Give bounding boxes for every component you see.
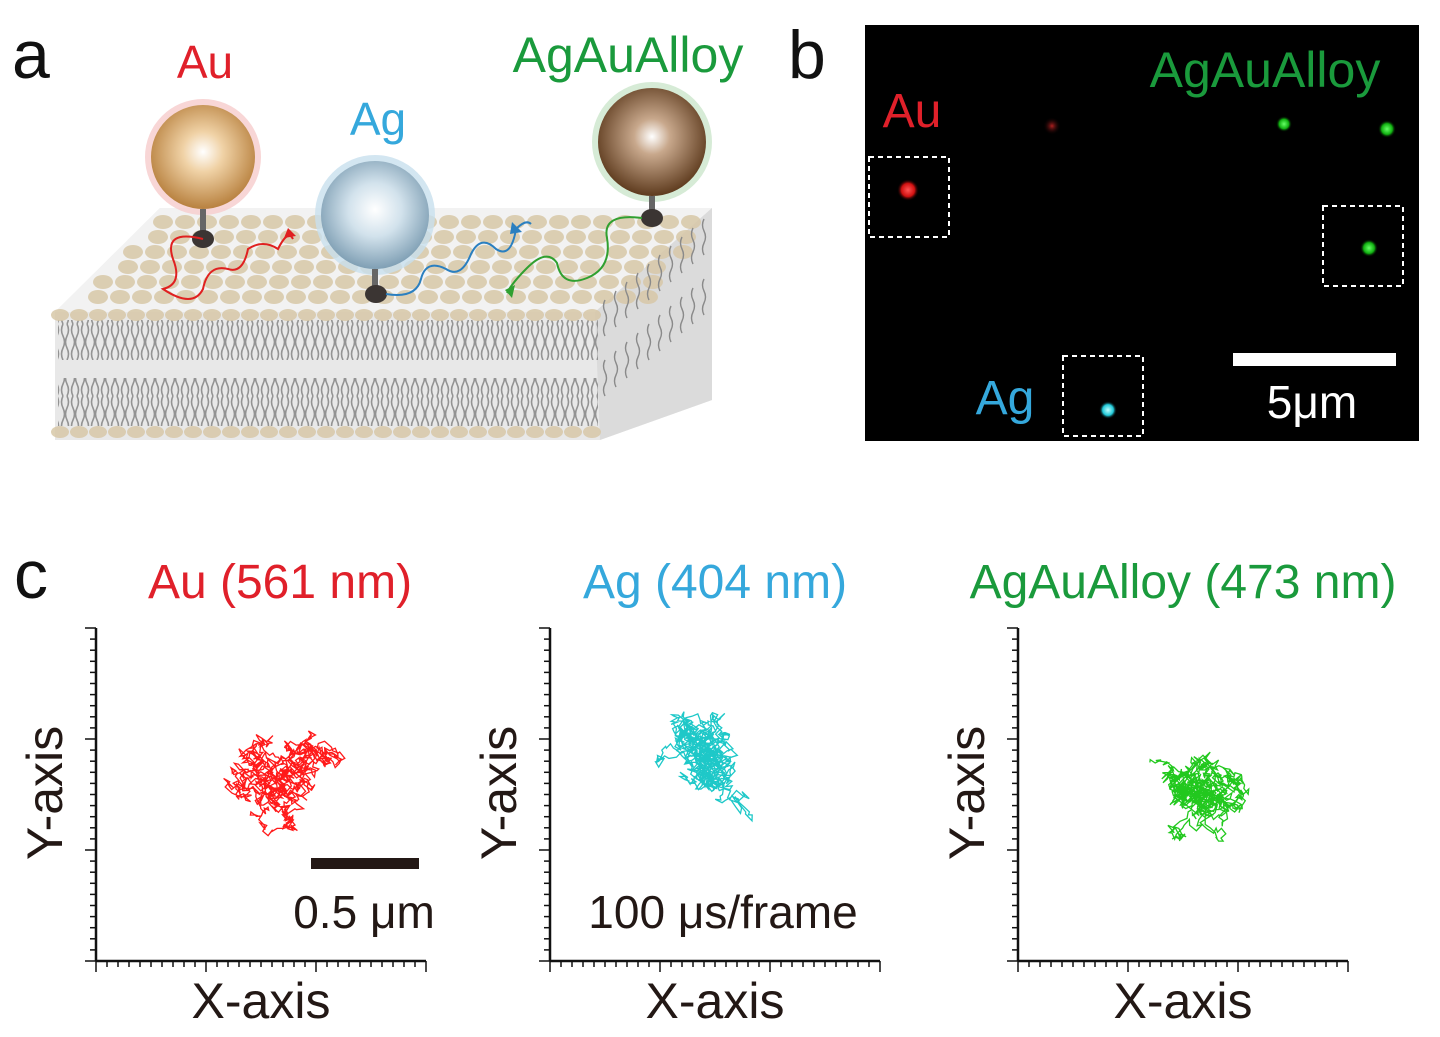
image-label-alloy: AgAuAlloy [1150,42,1381,98]
trajectory-plot-2: Ag (404 nm) X-axis Y-axis 100 μs/frame [471,556,881,1029]
roi-box-au [868,156,950,238]
y-axis-label: Y-axis [17,726,73,860]
scale-bar [1233,353,1396,366]
plot-title: AgAuAlloy (473 nm) [970,556,1397,609]
x-axis-label: X-axis [1114,973,1253,1029]
trajectory-plot-3: AgAuAlloy (473 nm) X-axis Y-axis [939,556,1396,1029]
ag-particle [315,155,532,303]
trajectory-trace [654,711,753,823]
trajectory-plot-1: Au (561 nm) X-axis Y-axis 0.5 μm [17,556,435,1029]
panel-c-letter: c [14,537,48,613]
panel-a: a Au [12,17,743,440]
scale-bar-label: 5μm [1267,376,1357,428]
roi-box-alloy [1322,205,1404,287]
trajectory-trace [1149,751,1250,842]
roi-box-ag [1062,355,1144,437]
microscopy-image [865,25,1419,441]
spot-au [897,179,919,201]
plot-title: Au (561 nm) [148,556,412,609]
plot-annotation: 100 μs/frame [588,886,857,938]
trajectory-trace [223,730,346,837]
au-label: Au [177,36,233,88]
plot-annotation: 0.5 μm [293,886,435,938]
image-label-au: Au [883,85,942,138]
ag-label: Ag [350,93,406,145]
image-label-ag: Ag [976,372,1035,425]
plot-title: Ag (404 nm) [583,556,847,609]
spot-alloy-3 [1360,239,1378,257]
panel-c: c Au (561 nm) X-axis Y-axis 0.5 μm Ag (404 n… [14,537,1396,1029]
panel-a-letter: a [12,17,50,93]
au-particle [145,99,296,300]
y-axis-label: Y-axis [471,726,527,860]
panel-b-letter: b [788,17,826,93]
spot-alloy-1 [1276,116,1292,132]
y-axis-label: Y-axis [939,726,995,860]
spot-ag [1099,401,1117,419]
x-axis-label: X-axis [192,973,331,1029]
trace-scale-bar [311,858,419,869]
lipid-membrane [51,208,712,440]
spot-alloy-2 [1378,120,1396,138]
spot-au-dim [1043,117,1061,135]
alloy-particle [505,82,712,298]
x-axis-label: X-axis [646,973,785,1029]
alloy-label: AgAuAlloy [513,27,744,83]
panel-b: b Au Ag AgAuAlloy 5μm [788,17,1419,441]
